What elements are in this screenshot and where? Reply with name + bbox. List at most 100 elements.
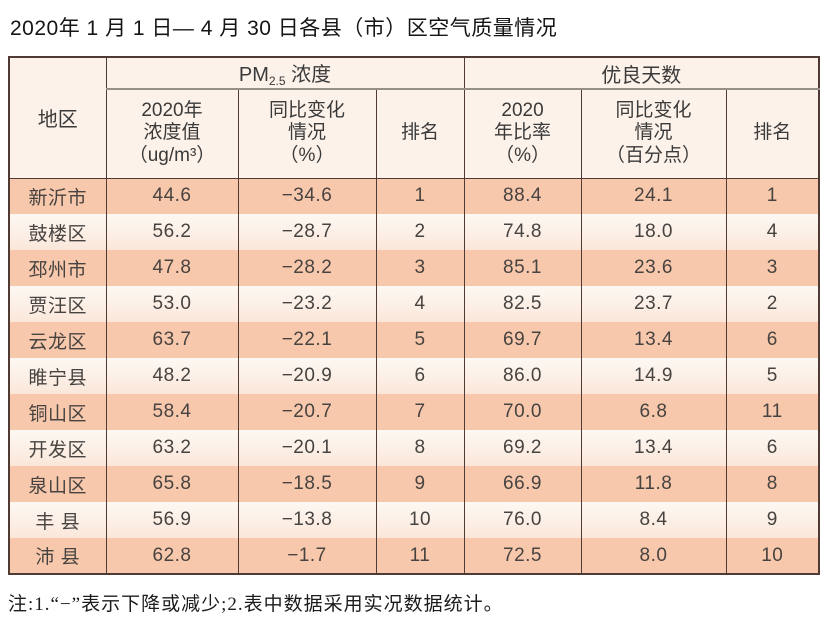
footnote: 注:1.“−”表示下降或减少;2.表中数据采用实况数据统计。: [8, 594, 504, 615]
table-row: 丰 县 56.9 −13.8 10 76.0 8.4 9: [8, 502, 820, 538]
table-row: 沛 县 62.8 −1.7 11 72.5 8.0 10: [8, 538, 820, 574]
good-change-cell: 6.8: [580, 394, 727, 430]
good-ratio-cell: 88.4: [463, 178, 582, 214]
column-header-good-change: 同比变化 情况 （百分点）: [580, 88, 727, 178]
good-change-cell: 23.6: [580, 250, 727, 286]
pm25-change-cell: −20.9: [237, 358, 377, 394]
good-ratio-cell: 86.0: [463, 358, 582, 394]
column-header-pm25-value: 2020年 浓度值 （ug/m³）: [105, 88, 239, 178]
page-title: 2020年 1 月 1 日— 4 月 30 日各县（市）区空气质量情况: [10, 17, 558, 40]
pm25-label: 浓度: [285, 64, 332, 86]
good-ratio-cell: 66.9: [463, 466, 582, 502]
pm25-rank-cell: 9: [375, 466, 465, 502]
table-row: 新沂市 44.6 −34.6 1 88.4 24.1 1: [8, 178, 820, 214]
good-rank-cell: 6: [725, 430, 820, 466]
good-rank-cell: 1: [725, 178, 820, 214]
pm25-value-cell: 47.8: [105, 250, 239, 286]
pm25-value-cell: 58.4: [105, 394, 239, 430]
pm25-change-cell: −1.7: [237, 538, 377, 574]
good-rank-cell: 5: [725, 358, 820, 394]
table-header: 地区 PM2.5 浓度 优良天数 2020年 浓度值 （ug/m³） 同比变化 …: [8, 57, 820, 178]
region-cell: 贾汪区: [8, 286, 107, 322]
column-header-good-rank: 排名: [725, 88, 820, 178]
pm25-rank-cell: 4: [375, 286, 465, 322]
good-rank-cell: 4: [725, 214, 820, 250]
table-row: 铜山区 58.4 −20.7 7 70.0 6.8 11: [8, 394, 820, 430]
pm25-change-cell: −13.8: [237, 502, 377, 538]
column-header-good-ratio: 2020 年比率 （%）: [463, 88, 582, 178]
pm25-change-cell: −20.7: [237, 394, 377, 430]
table-row: 泉山区 65.8 −18.5 9 66.9 11.8 8: [8, 466, 820, 502]
pm25-value-cell: 62.8: [105, 538, 239, 574]
pm25-value-cell: 63.2: [105, 430, 239, 466]
pm25-change-cell: −20.1: [237, 430, 377, 466]
column-group-pm25: PM2.5 浓度: [105, 57, 465, 89]
region-cell: 邳州市: [8, 250, 107, 286]
good-ratio-cell: 85.1: [463, 250, 582, 286]
region-cell: 泉山区: [8, 466, 107, 502]
column-group-good-days: 优良天数: [463, 57, 820, 89]
pm25-value-cell: 56.2: [105, 214, 239, 250]
good-rank-cell: 8: [725, 466, 820, 502]
good-ratio-cell: 82.5: [463, 286, 582, 322]
good-change-cell: 8.4: [580, 502, 727, 538]
header-sub-row: 2020年 浓度值 （ug/m³） 同比变化 情况 （%） 排名 2020 年比…: [9, 88, 820, 178]
good-change-cell: 13.4: [580, 322, 727, 358]
good-ratio-cell: 69.2: [463, 430, 582, 466]
good-ratio-cell: 70.0: [463, 394, 582, 430]
pm25-value-cell: 63.7: [105, 322, 239, 358]
region-cell: 丰 县: [8, 502, 107, 538]
region-cell: 开发区: [8, 430, 107, 466]
good-change-cell: 11.8: [580, 466, 727, 502]
good-rank-cell: 2: [725, 286, 820, 322]
column-header-region: 地区: [8, 57, 107, 178]
pm25-rank-cell: 1: [375, 178, 465, 214]
pm25-value-cell: 53.0: [105, 286, 239, 322]
good-change-cell: 8.0: [580, 538, 727, 574]
region-cell: 沛 县: [8, 538, 107, 574]
pm25-value-cell: 48.2: [105, 358, 239, 394]
pm25-rank-cell: 2: [375, 214, 465, 250]
pm25-change-cell: −34.6: [237, 178, 377, 214]
good-rank-cell: 3: [725, 250, 820, 286]
table-row: 云龙区 63.7 −22.1 5 69.7 13.4 6: [8, 322, 820, 358]
pm25-change-cell: −28.7: [237, 214, 377, 250]
pm25-rank-cell: 6: [375, 358, 465, 394]
region-cell: 鼓楼区: [8, 214, 107, 250]
region-cell: 新沂市: [8, 178, 107, 214]
region-cell: 睢宁县: [8, 358, 107, 394]
good-ratio-cell: 69.7: [463, 322, 582, 358]
air-quality-table: 地区 PM2.5 浓度 优良天数 2020年 浓度值 （ug/m³） 同比变化 …: [8, 56, 821, 575]
pm25-value-cell: 56.9: [105, 502, 239, 538]
good-rank-cell: 11: [725, 394, 820, 430]
header-group-row: 地区 PM2.5 浓度 优良天数: [8, 57, 820, 178]
region-cell: 铜山区: [8, 394, 107, 430]
pm25-rank-cell: 11: [375, 538, 465, 574]
pm25-rank-cell: 3: [375, 250, 465, 286]
pm25-change-cell: −18.5: [237, 466, 377, 502]
good-change-cell: 24.1: [580, 178, 727, 214]
table-body: 新沂市 44.6 −34.6 1 88.4 24.1 1 鼓楼区 56.2 −28.7 2 74.8 1…: [8, 178, 820, 574]
good-change-cell: 18.0: [580, 214, 727, 250]
good-ratio-cell: 76.0: [463, 502, 582, 538]
good-change-cell: 13.4: [580, 430, 727, 466]
good-rank-cell: 6: [725, 322, 820, 358]
table-row: 贾汪区 53.0 −23.2 4 82.5 23.7 2: [8, 286, 820, 322]
pm25-change-cell: −28.2: [237, 250, 377, 286]
good-ratio-cell: 72.5: [463, 538, 582, 574]
pm25-rank-cell: 8: [375, 430, 465, 466]
pm25-rank-cell: 7: [375, 394, 465, 430]
pm25-change-cell: −22.1: [237, 322, 377, 358]
region-cell: 云龙区: [8, 322, 107, 358]
pm25-value-cell: 44.6: [105, 178, 239, 214]
table-row: 鼓楼区 56.2 −28.7 2 74.8 18.0 4: [8, 214, 820, 250]
table-row: 开发区 63.2 −20.1 8 69.2 13.4 6: [8, 430, 820, 466]
good-rank-cell: 9: [725, 502, 820, 538]
pm25-value-cell: 65.8: [105, 466, 239, 502]
column-header-pm25-change: 同比变化 情况 （%）: [237, 88, 377, 178]
good-change-cell: 14.9: [580, 358, 727, 394]
pm25-prefix: PM: [238, 64, 269, 86]
pm25-rank-cell: 10: [375, 502, 465, 538]
table-row: 睢宁县 48.2 −20.9 6 86.0 14.9 5: [8, 358, 820, 394]
